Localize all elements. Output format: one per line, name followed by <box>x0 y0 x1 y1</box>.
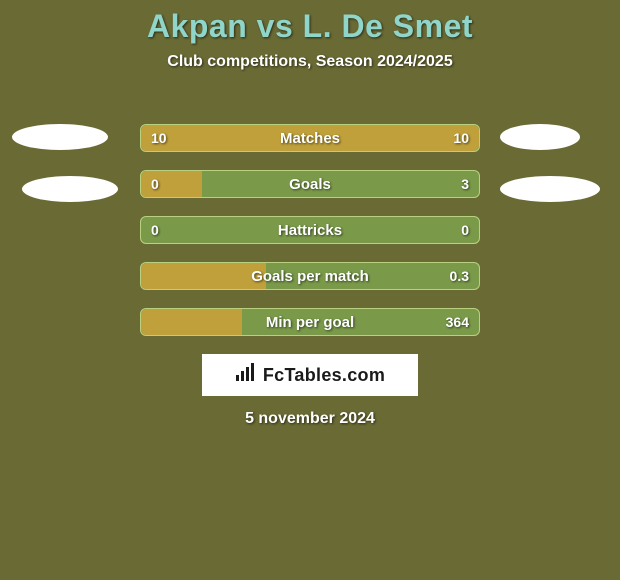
player-right-ellipse-2 <box>500 176 600 202</box>
stat-bar: Goals03 <box>140 170 480 198</box>
player-right-ellipse-1 <box>500 124 580 150</box>
stat-bars: Matches1010 Goals03 Hattricks0 0 Goals per m… <box>140 124 480 354</box>
stat-bar-value-left: 0 <box>151 217 159 243</box>
stat-bar-fill-left <box>141 263 266 289</box>
stat-bar-value-right: 364 <box>446 309 469 335</box>
page-title: Akpan vs L. De Smet <box>0 0 620 45</box>
stat-bar-fill-left <box>141 309 242 335</box>
stat-bar-value-right: 0 <box>461 217 469 243</box>
player-left-ellipse-2 <box>22 176 118 202</box>
brand-box: FcTables.com <box>202 354 418 396</box>
stat-bar: Goals per match0.3 <box>140 262 480 290</box>
stat-bar: Min per goal364 <box>140 308 480 336</box>
stat-bar-fill-left <box>141 171 202 197</box>
comparison-infographic: Akpan vs L. De Smet Club competitions, S… <box>0 0 620 580</box>
subtitle: Club competitions, Season 2024/2025 <box>0 53 620 71</box>
stat-bar-label: Hattricks <box>141 217 479 243</box>
stat-bar: Hattricks0 0 <box>140 216 480 244</box>
brand-chart-icon <box>235 363 257 388</box>
date-line: 5 november 2024 <box>0 410 620 428</box>
player-left-ellipse-1 <box>12 124 108 150</box>
stat-bar-value-right: 0.3 <box>450 263 469 289</box>
stat-bar-value-right: 3 <box>461 171 469 197</box>
brand-text: FcTables.com <box>263 365 385 386</box>
stat-bar-fill-right <box>310 125 479 151</box>
stat-bar: Matches1010 <box>140 124 480 152</box>
stat-bar-fill-left <box>141 125 310 151</box>
